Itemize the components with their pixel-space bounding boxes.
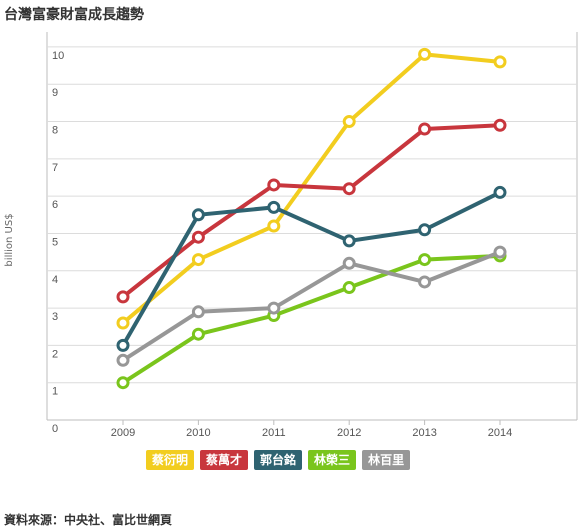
source-note: 資料來源：中央社、富比世網頁 — [4, 513, 173, 527]
y-tick-label: 9 — [52, 87, 58, 99]
legend-item: 郭台銘 — [254, 450, 303, 470]
data-point — [267, 178, 281, 192]
x-tick-label: 2012 — [337, 427, 361, 439]
data-point — [116, 353, 130, 367]
data-point — [493, 118, 507, 132]
data-point — [116, 338, 130, 352]
legend-item: 林百里 — [362, 450, 411, 470]
data-point — [342, 234, 356, 248]
data-point — [191, 253, 205, 267]
series-line — [121, 52, 502, 325]
chart-title: 台灣富豪財富成長趨勢 — [4, 7, 144, 23]
series-3 — [116, 185, 507, 352]
x-tick-label: 2013 — [412, 427, 436, 439]
data-point — [418, 275, 432, 289]
data-point — [191, 208, 205, 222]
data-point — [493, 245, 507, 259]
legend-item: 蔡萬才 — [200, 450, 249, 470]
data-point — [116, 290, 130, 304]
y-tick-label: 3 — [52, 311, 58, 323]
y-tick-label: 1 — [52, 386, 58, 398]
series-1 — [116, 47, 507, 330]
series-line — [121, 123, 502, 299]
data-point — [342, 182, 356, 196]
data-point — [342, 256, 356, 270]
data-point — [418, 253, 432, 267]
y-tick-label: 2 — [52, 348, 58, 360]
y-axis-label: billion US$ — [4, 213, 15, 266]
x-tick-label: 2011 — [262, 427, 286, 439]
data-point — [191, 327, 205, 341]
y-tick-label: 4 — [52, 274, 58, 286]
series-2 — [116, 118, 507, 304]
series-line — [121, 190, 502, 348]
data-point — [418, 47, 432, 61]
data-point — [493, 185, 507, 199]
series-5 — [116, 245, 507, 367]
series-line — [121, 253, 502, 385]
y-tick-label: 6 — [52, 199, 58, 211]
y-tick-label: 7 — [52, 162, 58, 174]
x-tick-label: 2010 — [186, 427, 210, 439]
series-line — [121, 250, 502, 363]
data-point — [493, 55, 507, 69]
legend-item: 蔡衍明 — [146, 450, 195, 470]
data-point — [342, 115, 356, 129]
x-tick-label: 2009 — [111, 427, 135, 439]
y-tick-label: 8 — [52, 125, 58, 137]
y-tick-label: 0 — [52, 423, 58, 435]
data-point — [267, 219, 281, 233]
data-point — [342, 281, 356, 295]
data-point — [116, 316, 130, 330]
data-point — [418, 122, 432, 136]
data-point — [267, 200, 281, 214]
legend: 蔡衍明 蔡萬才 郭台銘 林榮三 林百里 — [146, 450, 411, 470]
data-point — [191, 230, 205, 244]
data-point — [267, 301, 281, 315]
legend-item: 林榮三 — [308, 450, 357, 470]
x-tick-label: 2014 — [488, 427, 512, 439]
data-point — [116, 376, 130, 390]
y-tick-label: 5 — [52, 236, 58, 248]
data-point — [418, 223, 432, 237]
y-tick-label: 10 — [52, 50, 64, 62]
data-point — [191, 305, 205, 319]
